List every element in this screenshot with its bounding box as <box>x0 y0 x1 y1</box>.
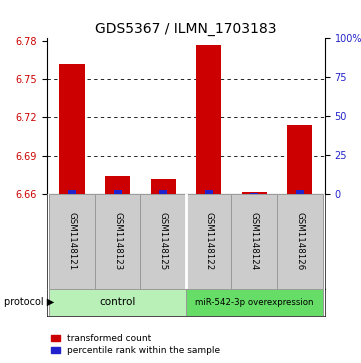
Bar <box>186 194 231 289</box>
Text: GSM1148123: GSM1148123 <box>113 212 122 270</box>
Text: protocol ▶: protocol ▶ <box>4 297 54 307</box>
Bar <box>151 179 176 194</box>
Text: control: control <box>99 297 136 307</box>
Text: GSM1148124: GSM1148124 <box>250 212 259 270</box>
Text: GSM1148121: GSM1148121 <box>68 212 77 270</box>
Bar <box>105 176 130 194</box>
Bar <box>186 289 323 316</box>
Bar <box>205 189 213 194</box>
Bar <box>60 64 84 194</box>
Bar <box>159 189 167 194</box>
Bar <box>242 192 267 194</box>
Bar <box>49 289 186 316</box>
Bar <box>95 194 140 289</box>
Bar <box>277 194 323 289</box>
Legend: transformed count, percentile rank within the sample: transformed count, percentile rank withi… <box>52 334 220 355</box>
Title: GDS5367 / ILMN_1703183: GDS5367 / ILMN_1703183 <box>95 22 277 36</box>
Bar <box>287 125 312 194</box>
Bar <box>140 194 186 289</box>
Bar <box>68 189 76 194</box>
Bar <box>231 194 277 289</box>
Bar <box>196 45 221 194</box>
Bar <box>296 189 304 194</box>
Text: GSM1148122: GSM1148122 <box>204 212 213 270</box>
Bar <box>114 189 122 194</box>
Bar <box>250 193 258 194</box>
Text: GSM1148126: GSM1148126 <box>295 212 304 270</box>
Text: miR-542-3p overexpression: miR-542-3p overexpression <box>195 298 313 307</box>
Bar <box>49 194 95 289</box>
Text: GSM1148125: GSM1148125 <box>158 212 168 270</box>
